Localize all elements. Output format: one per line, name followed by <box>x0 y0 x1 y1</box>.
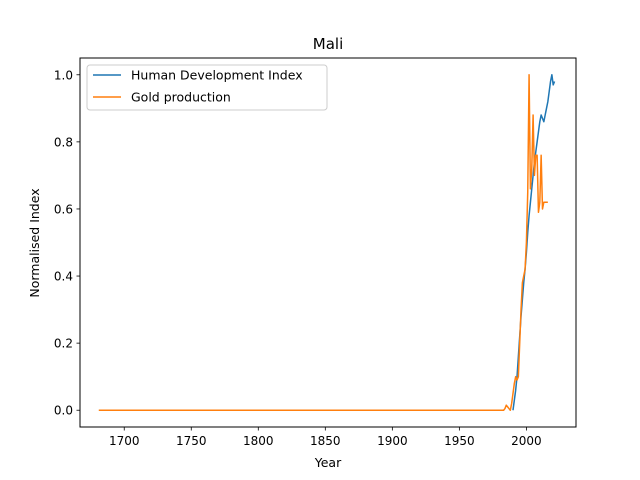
x-tick-label: 1850 <box>310 434 341 448</box>
x-tick-label: 1900 <box>377 434 408 448</box>
x-tick-label: 1950 <box>444 434 475 448</box>
chart-title: Mali <box>313 35 343 53</box>
y-axis-label: Normalised Index <box>27 188 42 297</box>
x-axis-label: Year <box>314 455 342 470</box>
y-tick-label: 0.2 <box>54 337 73 351</box>
y-tick-label: 1.0 <box>54 68 73 82</box>
plot-frame <box>79 57 577 428</box>
x-tick-label: 1750 <box>176 434 207 448</box>
y-axis: 0.0 0.2 0.4 0.6 0.8 1.0 <box>54 68 80 418</box>
plot-lines <box>98 74 556 411</box>
y-tick-label: 0.0 <box>54 404 73 418</box>
x-axis: 1700 1750 1800 1850 1900 1950 2000 <box>109 427 542 448</box>
x-tick-label: 1700 <box>109 434 140 448</box>
y-tick-label: 0.4 <box>54 270 73 284</box>
legend-label-1: Gold production <box>131 90 231 105</box>
y-tick-label: 0.6 <box>54 202 73 216</box>
legend: Human Development Index Gold production <box>86 64 328 111</box>
x-tick-label: 2000 <box>511 434 542 448</box>
y-tick-label: 0.8 <box>54 135 73 149</box>
legend-label-0: Human Development Index <box>131 68 303 83</box>
legend-box <box>86 64 328 111</box>
series-line-1 <box>98 74 548 411</box>
x-tick-label: 1800 <box>243 434 274 448</box>
